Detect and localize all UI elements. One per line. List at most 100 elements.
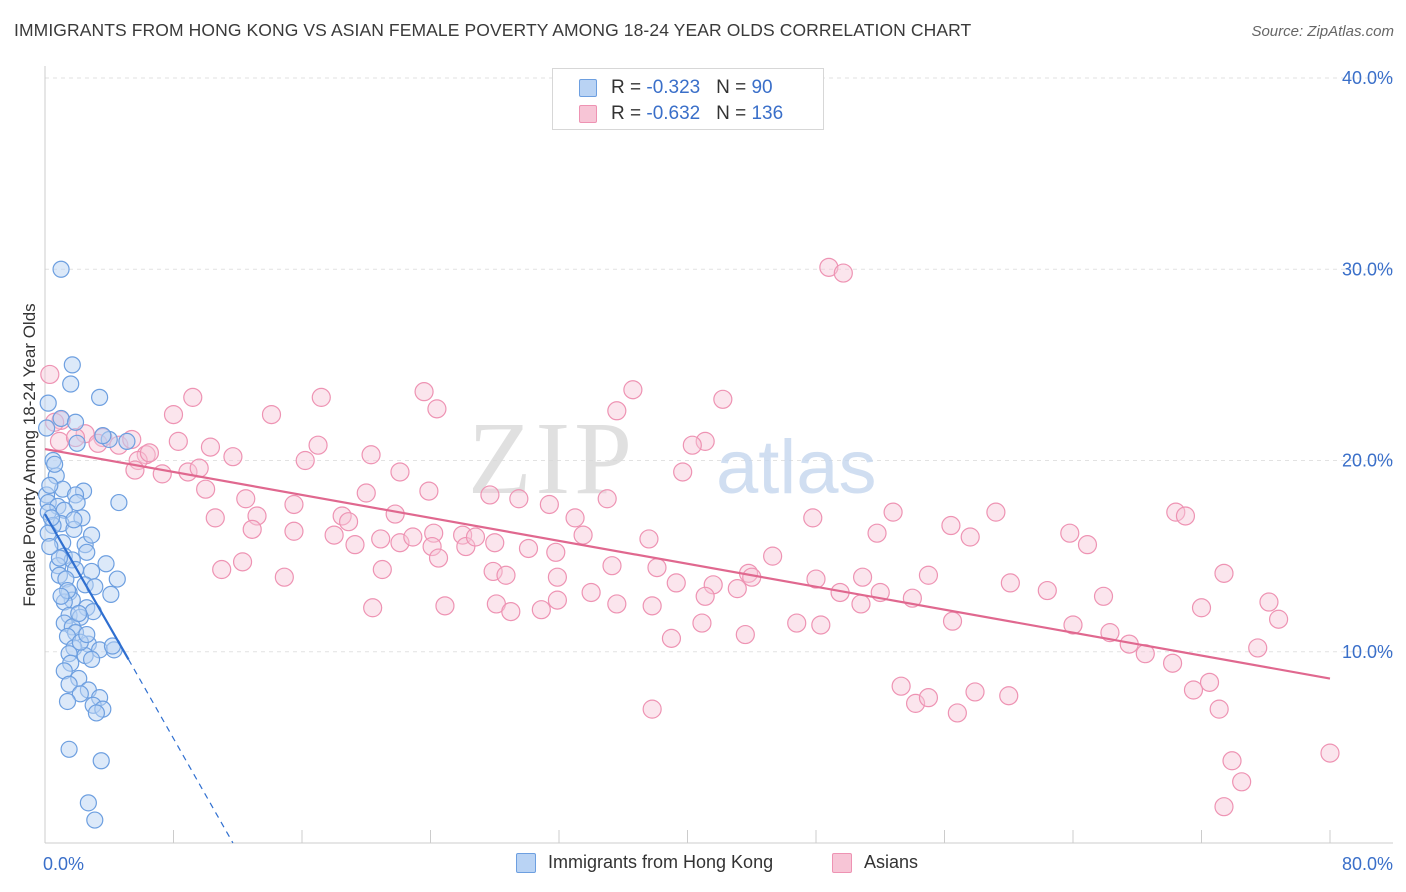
asians-point xyxy=(639,529,659,549)
hong-kong-point xyxy=(79,794,97,812)
asians-point xyxy=(1191,598,1212,618)
asians-point xyxy=(763,546,783,566)
source-credit: Source: ZipAtlas.com xyxy=(1251,23,1394,40)
bottom-legend-label-asians: Asians xyxy=(864,852,919,872)
asians-point xyxy=(200,437,221,457)
asians-point xyxy=(1222,751,1242,771)
asians-point xyxy=(496,565,516,585)
hong-kong-point xyxy=(41,537,59,556)
asians-point xyxy=(597,489,617,509)
asians-point xyxy=(274,567,294,587)
hong-kong-point xyxy=(92,752,110,770)
asians-point xyxy=(284,521,304,541)
r-value: -0.323 xyxy=(646,77,701,98)
asians-point xyxy=(427,399,447,419)
asians-point xyxy=(261,405,282,425)
asians-point xyxy=(1199,672,1220,692)
hong-kong-point xyxy=(58,692,77,711)
asians-point xyxy=(308,435,328,455)
asians-point xyxy=(547,567,567,587)
asians-point xyxy=(642,596,662,616)
asians-point xyxy=(501,601,521,622)
asians-point xyxy=(883,502,903,522)
asians-point xyxy=(1093,586,1114,606)
asians-point xyxy=(833,263,853,283)
asians-point xyxy=(1248,638,1268,658)
axes xyxy=(44,66,1393,844)
asians-point xyxy=(419,481,439,501)
hong-kong-point xyxy=(94,427,112,445)
asians-point xyxy=(403,527,423,547)
r-label: R = xyxy=(611,77,647,98)
hong-kong-point xyxy=(50,549,69,567)
asians-point xyxy=(390,462,410,482)
watermark-zip: ZIP xyxy=(468,401,636,516)
hong-kong-point xyxy=(110,493,128,512)
asians-point xyxy=(531,600,551,620)
asians-point xyxy=(727,579,747,599)
hong-kong-point xyxy=(70,604,88,623)
asians-point xyxy=(485,533,505,553)
asians-point xyxy=(682,435,702,455)
n-label: N = xyxy=(716,77,752,98)
asians-point xyxy=(356,483,376,503)
asians-point xyxy=(602,556,622,576)
asians-point xyxy=(139,443,160,463)
asians-point xyxy=(465,527,486,547)
hong-kong-trend-extension xyxy=(128,659,234,844)
asians-point xyxy=(385,504,405,524)
hong-kong-point xyxy=(102,585,120,603)
asians-point xyxy=(295,450,315,471)
asians-point xyxy=(713,389,733,409)
asians-point xyxy=(1214,563,1234,583)
asians-point xyxy=(232,552,253,572)
asians-point xyxy=(647,557,667,578)
asians-point xyxy=(546,542,566,562)
asians-point xyxy=(703,575,723,595)
asians-point xyxy=(852,567,873,587)
asians-point xyxy=(284,494,304,515)
asians-point xyxy=(819,257,839,277)
asians-point xyxy=(947,703,967,723)
hong-kong-point xyxy=(97,555,115,573)
asians-point xyxy=(1259,592,1279,612)
asians-point xyxy=(695,431,715,451)
asians-point xyxy=(695,586,715,606)
hong-kong-point xyxy=(87,704,106,722)
asians-point xyxy=(623,380,643,400)
hong-kong-point xyxy=(52,409,70,428)
hong-kong-point xyxy=(39,394,57,412)
hong-kong-point xyxy=(63,356,81,374)
asians-point xyxy=(1268,609,1289,629)
asians-point xyxy=(152,464,172,484)
asians-point xyxy=(1183,680,1204,700)
asians-point xyxy=(1320,743,1340,763)
y-tick-label-40: 40.0% xyxy=(1342,68,1393,88)
asians-point xyxy=(338,512,359,532)
asians-point xyxy=(371,529,391,549)
trend-lines xyxy=(44,447,1331,844)
hong-kong-point xyxy=(71,685,89,703)
y-tick-label-10: 10.0% xyxy=(1342,642,1393,662)
hong-kong-point xyxy=(78,543,96,561)
x-tick-min: 0.0% xyxy=(43,854,84,874)
asians-point xyxy=(428,548,449,568)
hong-kong-point xyxy=(68,434,86,452)
hong-kong-point xyxy=(52,587,70,605)
asians-point xyxy=(483,561,503,582)
asians-point xyxy=(422,536,442,557)
asians-point xyxy=(661,628,682,648)
hong-kong-point xyxy=(86,811,104,829)
y-tick-label-30: 30.0% xyxy=(1342,259,1393,279)
hong-kong-point xyxy=(41,476,59,494)
asians-point xyxy=(941,515,961,536)
asians-point xyxy=(565,508,585,528)
asians-point xyxy=(49,431,70,451)
r-value: -0.632 xyxy=(646,103,701,124)
y-tick-label-20: 20.0% xyxy=(1342,451,1393,471)
asians-point xyxy=(1063,615,1083,635)
asians-point xyxy=(1232,772,1252,792)
hong-kong-point xyxy=(52,260,70,278)
asians-point xyxy=(692,613,712,633)
bottom-legend-swatch-blue xyxy=(516,853,536,873)
